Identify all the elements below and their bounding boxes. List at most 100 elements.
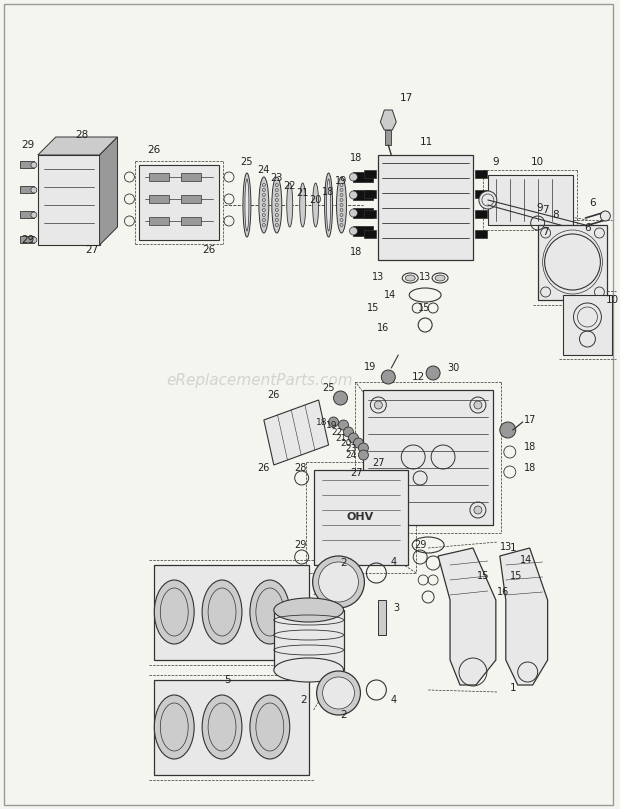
Text: 13: 13: [419, 272, 432, 282]
Text: 16: 16: [377, 323, 389, 333]
Bar: [20, 236, 34, 243]
Circle shape: [340, 223, 343, 227]
Text: 18: 18: [350, 153, 363, 163]
Bar: [353, 190, 373, 200]
Ellipse shape: [274, 658, 343, 682]
Text: 29: 29: [21, 140, 35, 150]
Circle shape: [340, 218, 343, 222]
Circle shape: [334, 391, 347, 405]
Text: 18: 18: [316, 417, 327, 426]
Bar: [385, 130, 391, 145]
Bar: [363, 390, 493, 525]
Bar: [181, 195, 201, 203]
Text: 23: 23: [346, 443, 357, 452]
Circle shape: [500, 422, 516, 438]
Text: 28: 28: [294, 463, 307, 473]
Ellipse shape: [250, 695, 290, 759]
Text: 12: 12: [412, 372, 425, 382]
Bar: [274, 610, 343, 670]
Circle shape: [350, 173, 358, 181]
Text: 8: 8: [552, 210, 559, 220]
Ellipse shape: [272, 177, 281, 233]
Circle shape: [339, 420, 348, 430]
Bar: [378, 600, 386, 635]
Text: 17: 17: [400, 93, 413, 103]
Circle shape: [353, 438, 363, 448]
Ellipse shape: [274, 598, 343, 622]
Circle shape: [474, 401, 482, 409]
Text: 15: 15: [510, 571, 522, 581]
Ellipse shape: [337, 177, 347, 233]
Circle shape: [31, 237, 37, 243]
Text: 20: 20: [309, 195, 322, 205]
Circle shape: [474, 506, 482, 514]
Circle shape: [340, 198, 343, 201]
Circle shape: [262, 193, 265, 197]
Text: 29: 29: [414, 540, 427, 550]
Bar: [365, 190, 376, 198]
Polygon shape: [264, 400, 329, 465]
Text: 29: 29: [294, 540, 307, 550]
Text: 18: 18: [322, 187, 335, 197]
Ellipse shape: [327, 179, 330, 231]
Text: 10: 10: [606, 295, 619, 305]
Bar: [475, 190, 487, 198]
Polygon shape: [380, 110, 396, 130]
Circle shape: [479, 191, 497, 209]
Ellipse shape: [154, 695, 194, 759]
Bar: [149, 217, 169, 225]
Polygon shape: [438, 548, 496, 685]
Bar: [20, 211, 34, 218]
Bar: [365, 210, 376, 218]
Text: 18: 18: [523, 463, 536, 473]
Circle shape: [275, 193, 278, 197]
Text: 26: 26: [258, 463, 270, 473]
Circle shape: [31, 212, 37, 218]
Text: 19: 19: [335, 176, 348, 186]
Ellipse shape: [319, 562, 358, 602]
Bar: [353, 208, 373, 218]
Ellipse shape: [325, 173, 332, 237]
Text: 24: 24: [258, 165, 270, 175]
Bar: [314, 470, 408, 565]
Bar: [149, 195, 169, 203]
Bar: [20, 186, 34, 193]
Circle shape: [262, 223, 265, 227]
Text: 2: 2: [340, 710, 347, 720]
Text: 2: 2: [340, 558, 347, 568]
Text: 1: 1: [510, 683, 516, 693]
Ellipse shape: [299, 183, 306, 227]
Bar: [475, 210, 487, 218]
Ellipse shape: [312, 556, 365, 608]
Circle shape: [343, 427, 353, 437]
Circle shape: [262, 209, 265, 211]
Circle shape: [340, 204, 343, 206]
Bar: [154, 565, 309, 660]
Ellipse shape: [322, 677, 355, 709]
Bar: [353, 172, 373, 182]
Ellipse shape: [202, 580, 242, 644]
Text: 1: 1: [510, 543, 516, 553]
Ellipse shape: [250, 580, 290, 644]
Ellipse shape: [202, 695, 242, 759]
Text: 5: 5: [224, 675, 230, 685]
Text: 29: 29: [21, 235, 35, 245]
Circle shape: [381, 370, 396, 384]
Text: 19: 19: [365, 362, 376, 372]
Text: 17: 17: [523, 415, 536, 425]
Text: 9: 9: [492, 157, 499, 167]
Text: 14: 14: [384, 290, 396, 300]
Text: 23: 23: [270, 173, 283, 183]
Text: 19: 19: [326, 421, 337, 430]
Text: 15: 15: [367, 303, 379, 313]
Circle shape: [350, 227, 358, 235]
Text: 25: 25: [322, 383, 335, 393]
Circle shape: [340, 193, 343, 197]
Circle shape: [262, 204, 265, 206]
Text: 16: 16: [497, 587, 509, 597]
Text: 28: 28: [75, 130, 88, 140]
Circle shape: [600, 211, 610, 221]
Circle shape: [340, 209, 343, 211]
Bar: [562, 295, 613, 355]
Text: 13: 13: [500, 542, 512, 552]
